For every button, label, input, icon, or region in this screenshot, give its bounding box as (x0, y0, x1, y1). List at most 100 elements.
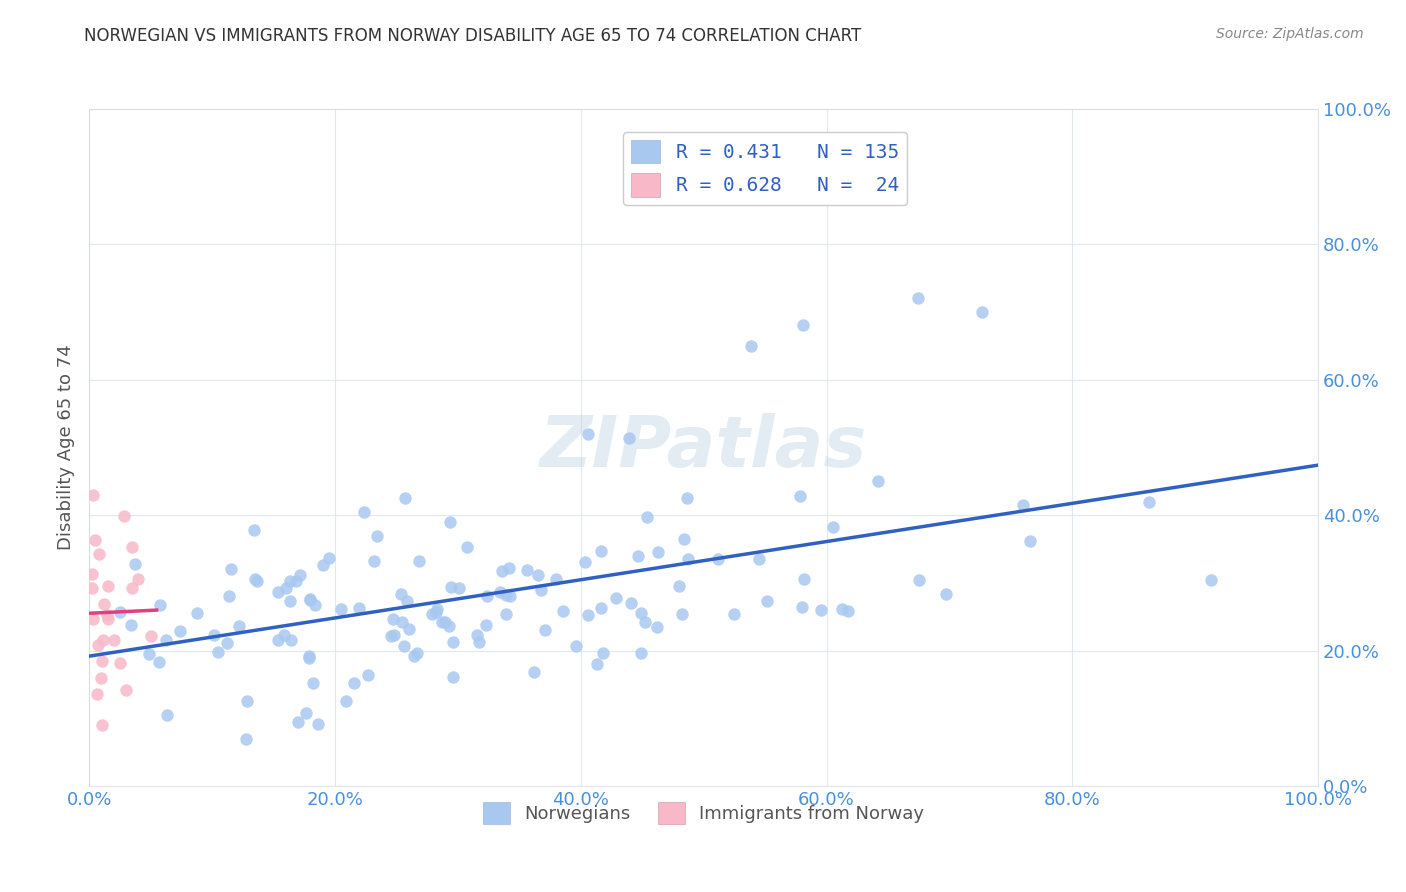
Point (447, 581, 470, 595)
Point (673, 532, 696, 546)
Point (329, 601, 352, 615)
Point (489, 585, 512, 599)
Point (156, 708, 179, 723)
Point (284, 574, 307, 588)
Point (274, 581, 297, 595)
Point (124, 558, 146, 572)
Point (218, 589, 240, 603)
Point (115, 682, 138, 697)
Point (617, 431, 640, 445)
Point (302, 675, 325, 690)
Point (821, 520, 844, 534)
Point (533, 623, 555, 637)
Point (620, 597, 643, 611)
Point (676, 491, 699, 505)
Point (86, 687, 108, 701)
Point (589, 544, 612, 558)
Point (82, 612, 104, 626)
Point (91, 654, 114, 668)
Point (527, 568, 550, 582)
Point (748, 552, 770, 566)
Point (186, 606, 208, 620)
Point (87, 638, 110, 652)
Point (108, 657, 131, 671)
Point (363, 554, 385, 568)
Point (278, 594, 301, 608)
Point (634, 615, 657, 629)
Point (755, 593, 778, 607)
Point (707, 552, 730, 566)
Point (789, 490, 811, 504)
Point (148, 655, 170, 669)
Point (430, 615, 453, 629)
Point (420, 607, 443, 621)
Y-axis label: Disability Age 65 to 74: Disability Age 65 to 74 (58, 344, 75, 550)
Point (290, 568, 312, 582)
Point (243, 524, 266, 538)
Point (647, 544, 669, 558)
Point (391, 615, 413, 629)
Point (645, 620, 668, 634)
Point (668, 579, 690, 593)
Point (837, 604, 859, 618)
Point (1199, 573, 1222, 587)
Point (298, 651, 321, 665)
Point (439, 515, 461, 529)
Point (592, 646, 614, 660)
Point (491, 564, 513, 578)
Point (495, 607, 517, 621)
Point (299, 592, 322, 607)
Point (1012, 498, 1035, 512)
Point (605, 591, 627, 605)
Point (91, 633, 114, 648)
Point (810, 603, 832, 617)
Point (382, 628, 405, 642)
Point (246, 574, 269, 588)
Point (307, 716, 329, 731)
Point (138, 647, 160, 661)
Point (335, 693, 357, 707)
Point (440, 580, 463, 594)
Point (516, 563, 538, 577)
Point (408, 553, 430, 567)
Text: Source: ZipAtlas.com: Source: ZipAtlas.com (1216, 27, 1364, 41)
Point (97, 579, 120, 593)
Point (627, 549, 650, 563)
Point (380, 629, 402, 643)
Point (792, 318, 814, 333)
Point (273, 627, 295, 641)
Point (298, 593, 321, 607)
Point (219, 562, 242, 576)
Point (546, 572, 568, 586)
Point (396, 594, 419, 608)
Point (357, 668, 380, 682)
Point (280, 633, 302, 648)
Point (294, 706, 316, 720)
Point (169, 624, 191, 638)
Point (574, 555, 596, 569)
Point (343, 676, 366, 690)
Point (465, 628, 488, 642)
Point (394, 640, 416, 654)
Text: ZIPatlas: ZIPatlas (540, 413, 868, 482)
Point (112, 508, 135, 523)
Point (437, 619, 460, 633)
Point (127, 572, 149, 586)
Point (217, 636, 239, 650)
Point (589, 601, 612, 615)
Point (630, 607, 652, 621)
Point (475, 589, 498, 603)
Point (236, 693, 259, 707)
Point (907, 291, 929, 305)
Point (630, 646, 652, 660)
Point (740, 339, 762, 353)
Point (139, 629, 162, 643)
Point (495, 588, 517, 602)
Point (523, 665, 546, 680)
Point (636, 510, 658, 524)
Point (278, 574, 301, 589)
Point (235, 732, 257, 747)
Point (723, 607, 745, 621)
Point (93, 597, 115, 611)
Point (202, 627, 225, 641)
